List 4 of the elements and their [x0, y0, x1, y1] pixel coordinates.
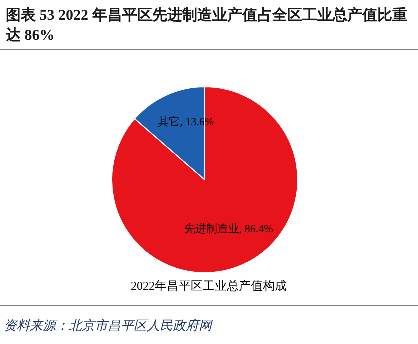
chart-title: 图表 53 2022 年昌平区先进制造业产值占全区工业总产值比重达 86% — [5, 7, 408, 44]
slice-label: 先进制造业, 86.4% — [184, 222, 274, 236]
text: 2022年昌平区工业总产值构成 — [131, 279, 287, 293]
text: 资料来源：北京市昌平区人民政府网 — [4, 318, 214, 333]
